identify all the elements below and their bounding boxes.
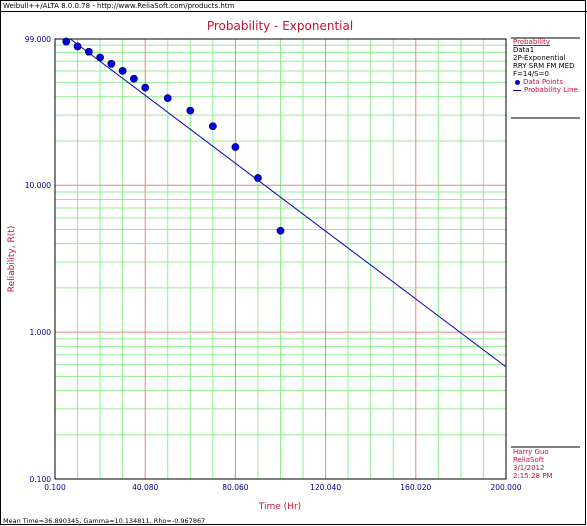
data-point <box>130 74 138 83</box>
x-tick-label: 80.060 <box>222 483 248 492</box>
x-tick-label: 40.080 <box>132 483 158 492</box>
y-tick-label: 1.000 <box>30 328 52 337</box>
credit-company: ReliaSoft <box>513 456 544 464</box>
y-tick-label: 10.000 <box>25 181 51 190</box>
legend: Probability Data1 2P-Exponential RRY SRM… <box>513 38 581 94</box>
data-point-marker-icon <box>515 79 520 85</box>
data-point <box>208 122 217 131</box>
chart-title: Probability - Exponential <box>207 19 353 33</box>
x-axis-label: Time (Hr) <box>258 502 301 512</box>
data-point <box>118 66 127 75</box>
header-bar: Weibull++/ALTA 8.0.0.78 - http://www.Rel… <box>1 1 587 12</box>
legend-points-label: Data Points <box>523 78 563 86</box>
legend-model: 2P-Exponential <box>513 54 566 62</box>
y-axis-label: Reliability, R(t) <box>7 226 17 293</box>
legend-title: Probability <box>513 38 551 46</box>
data-point <box>163 94 172 102</box>
credit-author: Harry Guo <box>513 448 549 456</box>
line-marker-icon <box>513 89 521 91</box>
minor-gridlines <box>55 39 506 479</box>
x-tick-label: 200.000 <box>490 483 521 492</box>
legend-line-label: Probability Line <box>524 86 578 94</box>
credit-block: Harry Guo ReliaSoft 3/1/2012 2:15:28 PM <box>513 448 581 480</box>
legend-data-name: Data1 <box>513 46 535 54</box>
y-axis-ticks: 0.100 1.000 10.000 99.000 <box>25 35 51 484</box>
legend-item-probability-line: Probability Line <box>513 86 581 94</box>
major-gridlines <box>55 39 506 479</box>
x-tick-label: 120.040 <box>310 483 341 492</box>
series-layer <box>62 37 507 368</box>
data-point <box>141 83 150 92</box>
footer-status: Mean Time=36.890345, Gamma=10.134811, Rh… <box>3 517 206 525</box>
credit-time: 2:15:28 PM <box>513 472 553 480</box>
legend-counts: F=14/S=0 <box>513 70 549 78</box>
y-tick-label: 0.100 <box>30 475 52 484</box>
x-tick-label: 0.100 <box>44 483 66 492</box>
x-tick-label: 160.020 <box>400 483 431 492</box>
data-point <box>73 42 82 51</box>
data-point <box>84 47 93 56</box>
x-axis-ticks: 0.100 40.080 80.060 120.040 160.020 200.000 <box>44 483 521 492</box>
data-point <box>107 59 116 68</box>
legend-method: RRY SRM FM MED <box>513 62 575 70</box>
data-point <box>231 143 240 151</box>
data-point <box>96 53 104 62</box>
legend-item-data-points: Data Points <box>513 78 581 86</box>
plot-border <box>54 38 507 480</box>
credit-date: 3/1/2012 <box>513 464 545 472</box>
y-tick-label: 99.000 <box>25 35 51 44</box>
data-point <box>254 174 262 182</box>
data-point <box>276 226 285 235</box>
probability-line <box>70 38 507 368</box>
data-point <box>186 106 195 115</box>
data-point <box>62 37 71 46</box>
